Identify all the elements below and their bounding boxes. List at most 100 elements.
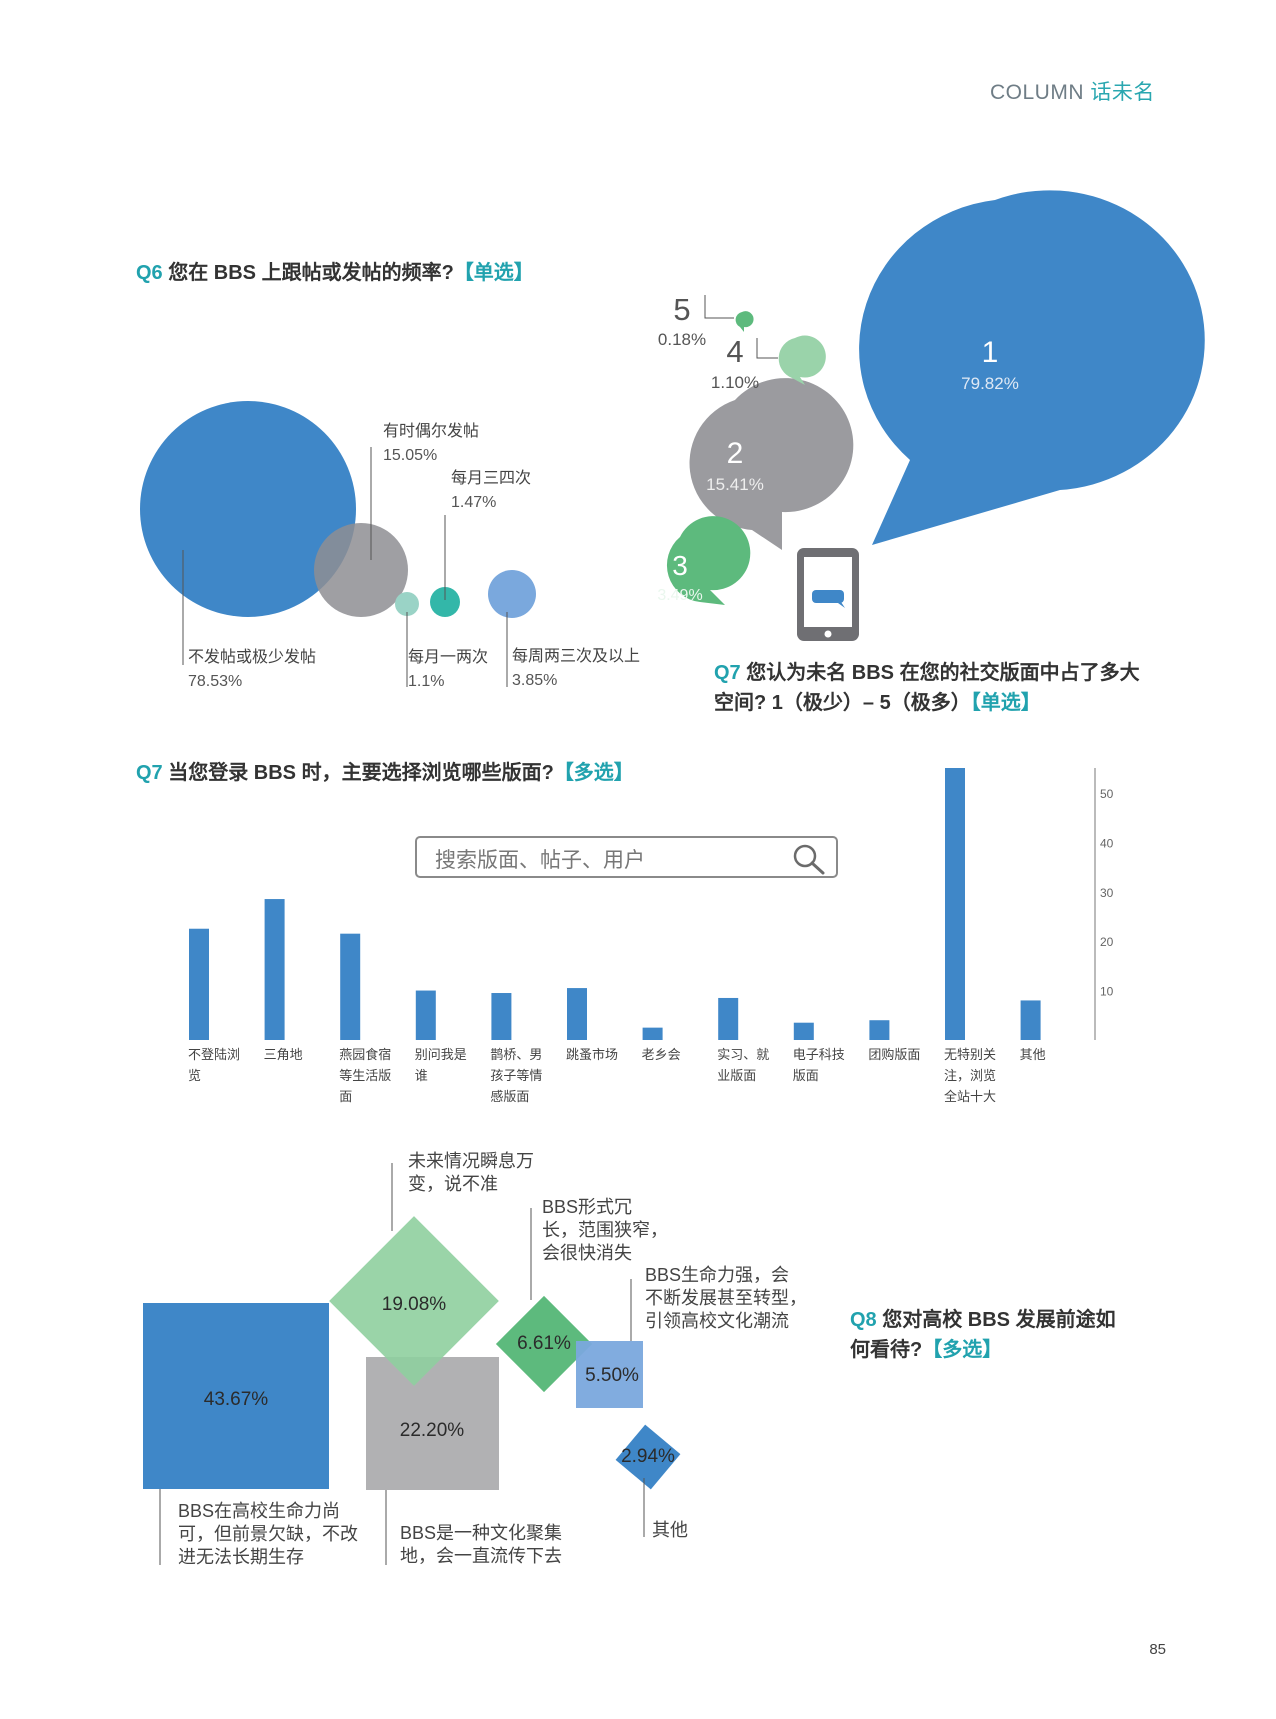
q7b-bar-3: [415, 990, 436, 1040]
q8-tag: 【多选】: [922, 1339, 1003, 1361]
q7b-title: Q7 当您登录 BBS 时，主要选择浏览哪些版面?【多选】: [136, 758, 634, 788]
q6-label-monthly12-pct: 1.1%: [408, 673, 445, 690]
q7a-bubble-1-num: 1: [982, 336, 999, 369]
q8-label-line: BBS形式冗: [542, 1197, 633, 1217]
q7b-category-label: 孩子等情: [490, 1068, 542, 1083]
q6-label-monthly34-name: 每月三四次: [451, 470, 532, 487]
q7a-bubble-1: [859, 190, 1205, 545]
q7a-bubble-5: [735, 311, 754, 332]
q8-label-line: 长，范围狭窄，: [542, 1220, 668, 1240]
q7a-leader-5: [704, 295, 734, 319]
q8-pct-d: 6.61%: [517, 1333, 571, 1354]
column-header: COLUMN 话未名: [990, 76, 1155, 106]
q7b-y-tick: 10: [1100, 985, 1114, 999]
q7a-bubble-4: [778, 335, 826, 385]
q7b-category-label: 三角地: [264, 1047, 303, 1062]
q6-text: 您在 BBS 上跟帖或发帖的频率?: [162, 262, 454, 284]
q6-bubble-weekly: [488, 570, 536, 618]
q7b-tag: 【多选】: [553, 762, 634, 784]
q6-bubble-monthly34: [430, 587, 460, 617]
q6-bubble-never: [140, 401, 356, 617]
q6-bubble-monthly12: [395, 592, 419, 616]
search-placeholder: 搜索版面、帖子、用户: [435, 849, 645, 872]
q7b-category-label: 燕园食宿: [339, 1047, 391, 1062]
q6-label-weekly-pct: 3.85%: [512, 672, 558, 689]
q7b-category-label: 全站十大: [944, 1089, 996, 1104]
column-label: COLUMN: [990, 81, 1085, 104]
q7a-label-5-pct: 0.18%: [658, 330, 706, 349]
q7b-category-label: 老乡会: [642, 1047, 681, 1062]
page-number: 85: [1149, 1641, 1166, 1658]
q7b-category-label: 谁: [415, 1068, 428, 1083]
q6-label-occasional-name: 有时偶尔发帖: [383, 423, 480, 440]
q7b-y-tick: 40: [1100, 836, 1114, 850]
q7b-category-label: 跳蚤市场: [566, 1047, 618, 1062]
q8-line2: 何看待?: [850, 1339, 923, 1361]
q7b-bar-7: [718, 997, 739, 1040]
q8-label-line: BBS是一种文化聚集: [400, 1523, 563, 1543]
q7a-line1: 您认为未名 BBS 在您的社交版面中占了多大: [740, 662, 1140, 684]
q7a-bubble-3: [666, 516, 751, 605]
q6-label-occasional: 有时偶尔发帖 15.05%: [383, 420, 479, 468]
q8-label-line: 进无法长期生存: [178, 1547, 304, 1567]
q7b-bar-11: [1020, 1000, 1041, 1040]
q7b-category-label: 鹊桥、男: [490, 1047, 542, 1062]
q7b-category-label: 团购版面: [868, 1047, 920, 1062]
q7b-text: 当您登录 BBS 时，主要选择浏览哪些版面?: [162, 762, 554, 784]
q7b-y-tick: 50: [1100, 787, 1114, 801]
q7b-category-label: 业版面: [717, 1068, 756, 1083]
q7b-bar-6: [642, 1027, 663, 1040]
q8-label-line: BBS在高校生命力尚: [178, 1501, 341, 1521]
column-zh-label: 话未名: [1090, 81, 1155, 104]
q7b-category-label: 无特别关: [944, 1047, 996, 1062]
q8-pct-f: 2.94%: [621, 1446, 675, 1467]
q8-label-line: 不断发展甚至转型，: [645, 1288, 807, 1308]
q7b-bar-8: [793, 1022, 814, 1040]
q7b-y-tick: 30: [1100, 886, 1114, 900]
q7b-bar-5: [567, 988, 587, 1040]
q8-pct-e: 5.50%: [585, 1365, 639, 1386]
q6-label-monthly12: 每月一两次 1.1%: [408, 646, 488, 694]
q6-label-never-pct: 78.53%: [188, 673, 243, 690]
q8-label-a: BBS在高校生命力尚 可，但前景欠缺，不改 进无法长期生存: [178, 1500, 358, 1569]
phone-icon: [797, 548, 859, 641]
q6-label-never-name: 不发帖或极少发帖: [188, 649, 317, 666]
q6-title: Q6 您在 BBS 上跟帖或发帖的频率?【单选】: [136, 258, 534, 288]
q8-label-line: BBS生命力强，会: [645, 1265, 790, 1285]
q8-pct-a: 43.67%: [204, 1389, 269, 1410]
q7a-number: Q7: [714, 662, 741, 684]
q7a-title: Q7 您认为未名 BBS 在您的社交版面中占了多大 空间? 1（极少）– 5（极…: [714, 658, 1140, 718]
q8-pct-b: 22.20%: [400, 1420, 465, 1441]
q7a-tag: 【单选】: [970, 692, 1041, 714]
q7b-bar-4: [491, 993, 512, 1040]
q6-label-never: 不发帖或极少发帖 78.53%: [188, 646, 316, 694]
q7b-category-label: 注，浏览: [944, 1068, 996, 1083]
q7b-bar-9: [869, 1020, 890, 1040]
q8-label-line: 可，但前景欠缺，不改: [178, 1524, 358, 1544]
q8-label-e: BBS生命力强，会 不断发展甚至转型， 引领高校文化潮流: [645, 1264, 807, 1333]
q8-label-line: 地，会一直流传下去: [400, 1546, 562, 1566]
q8-label-d: BBS形式冗 长，范围狭窄， 会很快消失: [542, 1196, 668, 1265]
q8-square-b: [366, 1357, 499, 1490]
q7a-label-4-num: 4: [726, 334, 743, 369]
q7b-category-label: 电子科技: [793, 1047, 845, 1062]
q8-square-d: [495, 1295, 593, 1393]
q7b-category-label: 别问我是: [415, 1047, 467, 1062]
q6-label-occasional-pct: 15.05%: [383, 447, 438, 464]
q8-square-e: [576, 1341, 643, 1408]
search-box: 搜索版面、帖子、用户: [415, 836, 838, 878]
q7b-y-tick: 20: [1100, 935, 1114, 949]
q6-label-monthly34: 每月三四次 1.47%: [451, 467, 531, 515]
q8-label-line: 变，说不准: [408, 1174, 498, 1194]
q8-label-b: BBS是一种文化聚集 地，会一直流传下去: [400, 1522, 562, 1568]
search-icon: [793, 844, 825, 875]
q6-label-monthly34-pct: 1.47%: [451, 494, 497, 511]
q7b-number: Q7: [136, 762, 163, 784]
q8-label-f: 其他: [652, 1519, 688, 1542]
q6-bubble-occasional: [314, 523, 408, 617]
q7b-bar-2: [340, 933, 361, 1040]
q7a-bubble-3-num: 3: [672, 550, 688, 581]
